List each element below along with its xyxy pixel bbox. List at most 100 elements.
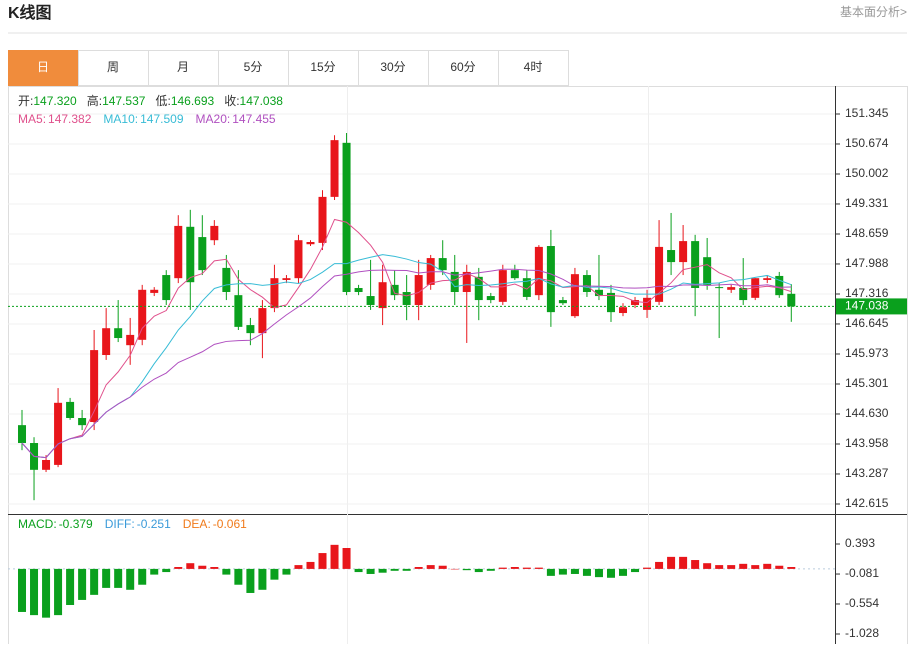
- tab-label[interactable]: 15分: [310, 60, 335, 74]
- tab-label[interactable]: 周: [107, 60, 119, 74]
- candle-body: [474, 276, 483, 301]
- y-tick-label: -0.554: [845, 596, 879, 610]
- candle-body: [582, 275, 591, 293]
- info-label: 高:: [87, 93, 102, 108]
- candle-body: [102, 328, 111, 356]
- tab[interactable]: [498, 50, 569, 86]
- tab-label[interactable]: 5分: [244, 60, 263, 74]
- tab-label[interactable]: 30分: [380, 60, 405, 74]
- candle-body: [246, 325, 255, 334]
- macd-bar: [198, 565, 207, 569]
- macd-bar: [390, 568, 399, 571]
- y-tick-label: -0.081: [845, 566, 879, 580]
- legend-colon: :: [53, 517, 56, 531]
- macd-bar: [691, 560, 700, 569]
- tab-label[interactable]: 4时: [524, 60, 543, 74]
- macd-bar: [294, 565, 303, 569]
- macd-bar: [378, 568, 387, 573]
- candle-body: [775, 275, 784, 296]
- macd-bar: [210, 567, 219, 569]
- legend-name: MA20: [196, 112, 228, 126]
- macd-bar: [426, 565, 435, 569]
- macd-bar: [594, 568, 603, 578]
- candle-body: [270, 278, 279, 309]
- candle-body: [222, 267, 231, 293]
- macd-bar: [667, 556, 676, 569]
- candle-body: [619, 307, 628, 314]
- last-price-tag: [836, 298, 907, 315]
- macd-bar: [270, 568, 279, 580]
- candle-body: [138, 289, 147, 340]
- tab[interactable]: [428, 50, 499, 86]
- legend-value: 147.455: [232, 112, 276, 126]
- candle-body: [703, 257, 712, 285]
- macd-bar: [534, 567, 543, 569]
- candle-body: [294, 240, 303, 279]
- candle-body: [655, 246, 664, 302]
- candle-body: [162, 275, 171, 301]
- tab[interactable]: [288, 50, 359, 86]
- page-title: K线图: [8, 3, 52, 22]
- legend-name: MA10: [103, 112, 135, 126]
- candle-body: [667, 250, 676, 263]
- info-value: 147.537: [102, 94, 146, 108]
- candle-body: [258, 308, 267, 334]
- candle-body: [78, 418, 87, 426]
- macd-bar: [631, 568, 640, 573]
- macd-bar: [414, 567, 423, 569]
- candle-body: [366, 296, 375, 305]
- y-tick-label: 151.345: [845, 106, 889, 120]
- macd-bar: [174, 567, 183, 569]
- y-tick-label: 142.615: [845, 496, 889, 510]
- candle-body: [378, 282, 387, 309]
- legend-value: -0.061: [213, 517, 247, 531]
- macd-bar: [126, 568, 135, 590]
- candle-body: [594, 289, 603, 297]
- macd-bar: [763, 563, 772, 569]
- legend-colon: :: [135, 112, 138, 126]
- y-tick-label: 148.659: [845, 226, 889, 240]
- macd-bar: [18, 568, 27, 612]
- macd-bar: [619, 568, 628, 576]
- legend-value: -0.251: [137, 517, 171, 531]
- candle-body: [186, 226, 195, 283]
- info-label: 开:: [18, 94, 33, 108]
- candle-body: [438, 258, 447, 271]
- macd-bar: [438, 565, 447, 569]
- macd-bar: [546, 568, 555, 576]
- candle-body: [306, 241, 315, 245]
- tab[interactable]: [78, 50, 149, 86]
- macd-bar: [510, 567, 519, 569]
- legend-colon: :: [207, 517, 210, 531]
- fundamental-link[interactable]: 基本面分析>: [840, 5, 907, 19]
- macd-bar: [558, 568, 567, 575]
- macd-bar: [186, 563, 195, 569]
- macd-bar: [330, 544, 339, 569]
- info-label: 收:: [224, 94, 239, 108]
- macd-bar: [114, 568, 123, 588]
- candle-body: [174, 225, 183, 279]
- candle-body: [402, 292, 411, 305]
- tab[interactable]: [148, 50, 219, 86]
- tab-label[interactable]: 60分: [450, 60, 475, 74]
- macd-bar: [522, 567, 531, 569]
- candle-body: [354, 288, 363, 293]
- macd-bar: [402, 568, 411, 571]
- y-tick-label: 145.301: [845, 376, 889, 390]
- macd-bar: [102, 568, 111, 588]
- candle-body: [486, 296, 495, 301]
- candle-body: [691, 241, 700, 289]
- tab-label[interactable]: 日: [37, 60, 49, 74]
- macd-bar: [450, 568, 459, 570]
- macd-bar: [318, 553, 327, 569]
- tab[interactable]: [8, 50, 79, 86]
- candle-body: [42, 459, 51, 470]
- tab-label[interactable]: 月: [177, 60, 189, 74]
- y-tick-label: -1.028: [845, 626, 879, 640]
- y-tick-label: 150.674: [845, 136, 889, 150]
- candle-body: [282, 278, 291, 280]
- legend-name: DIFF: [105, 517, 132, 531]
- candle-body: [534, 246, 543, 296]
- legend-name: MA5: [18, 112, 43, 126]
